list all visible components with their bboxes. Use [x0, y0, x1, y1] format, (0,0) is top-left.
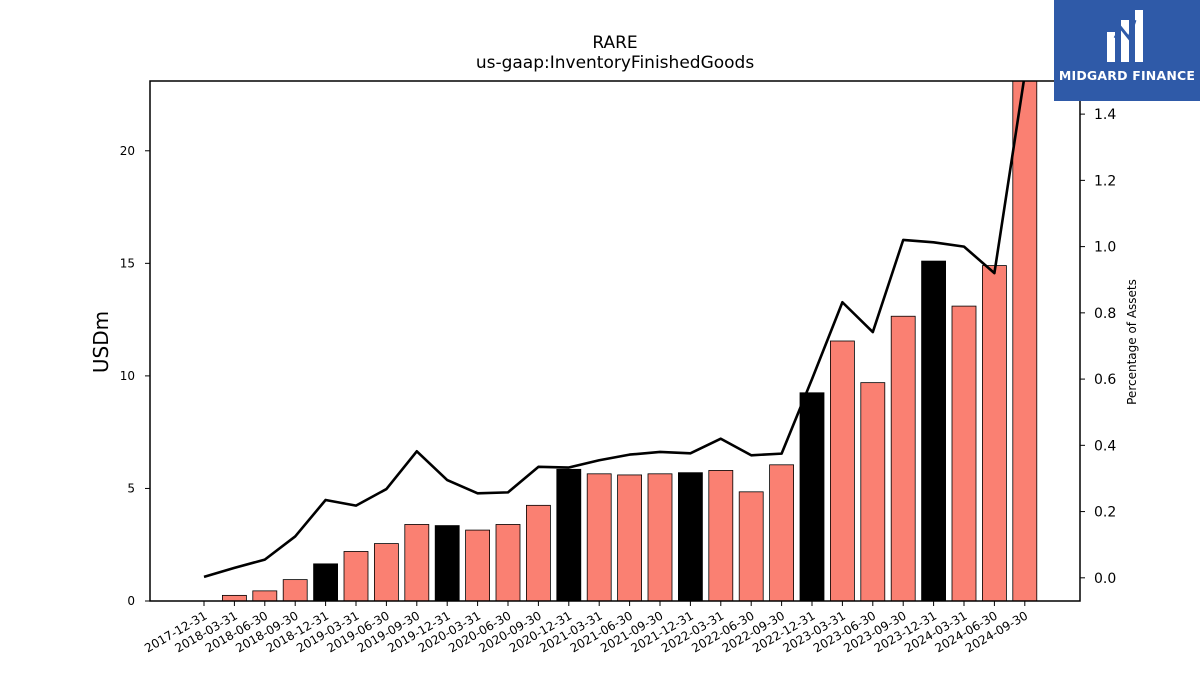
y2-axis-label: Percentage of Assets: [1125, 279, 1139, 405]
line-layer: [203, 81, 1026, 579]
y2-tick-label: 0.8: [1094, 306, 1116, 322]
bar-2024-03-31: [951, 305, 977, 602]
bar-2018-12-31: [313, 563, 339, 602]
bar-2019-06-30: [373, 543, 399, 602]
bar-2023-12-31: [921, 260, 946, 602]
y-tick-label: 20: [120, 144, 135, 158]
y2-tick-label: 0.0: [1094, 571, 1116, 587]
y-tick-label: 10: [120, 369, 135, 383]
y2-tick-label: 0.6: [1094, 372, 1116, 388]
bar-2021-06-30: [617, 474, 642, 602]
bar-2023-03-31: [830, 340, 855, 602]
y-tick-label: 5: [127, 481, 135, 495]
bar-2024-06-30: [982, 265, 1007, 602]
y2-tick-label: 0.4: [1094, 438, 1116, 454]
logo-mark-icon: [1107, 10, 1143, 62]
y2-tick-label: 1.4: [1094, 107, 1116, 123]
chart-title: RARE: [592, 33, 637, 53]
bar-2019-09-30: [404, 524, 430, 602]
bar-2020-06-30: [495, 524, 521, 602]
bar-2022-03-31: [708, 470, 734, 602]
percentage-line: [203, 81, 1026, 579]
bar-2020-09-30: [526, 504, 551, 602]
bar-2022-09-30: [769, 464, 794, 602]
bar-2018-06-30: [252, 590, 278, 602]
bar-2019-12-31: [434, 525, 460, 602]
bar-2022-12-31: [799, 392, 825, 602]
y-tick-label: 0: [127, 594, 135, 608]
bar-2022-06-30: [738, 491, 764, 602]
bar-2024-09-30: [1012, 80, 1038, 602]
bar-2020-12-31: [556, 468, 582, 602]
bar-2021-12-31: [678, 472, 703, 602]
bar-2019-03-31: [343, 551, 369, 602]
y2-tick-label: 1.2: [1094, 173, 1116, 189]
bar-2020-03-31: [465, 529, 491, 602]
bar-2018-09-30: [282, 579, 308, 602]
bar-2021-09-30: [647, 473, 673, 602]
y-tick-label: 15: [120, 256, 135, 270]
plot-frame: [149, 80, 1081, 602]
bar-2018-03-31: [221, 594, 247, 602]
y2-tick-label: 0.2: [1094, 505, 1116, 521]
logo: MIDGARD FINANCE: [1054, 0, 1200, 101]
logo-text: MIDGARD FINANCE: [1058, 68, 1196, 83]
bar-2023-09-30: [890, 315, 916, 602]
y-axis-label: USDm: [89, 311, 113, 373]
bars-layer: [221, 80, 1038, 602]
bar-2021-03-31: [586, 473, 612, 602]
y2-tick-label: 1.0: [1094, 240, 1116, 256]
bar-2023-06-30: [860, 382, 886, 602]
chart-subtitle: us-gaap:InventoryFinishedGoods: [476, 53, 755, 73]
